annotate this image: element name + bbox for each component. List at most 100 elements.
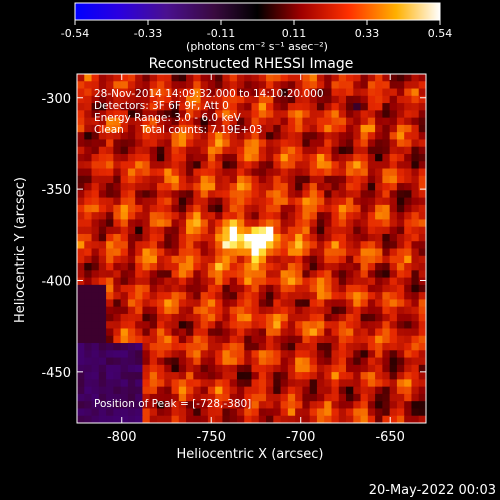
heatmap-cell [316, 197, 325, 206]
heatmap-cell [302, 270, 311, 279]
heatmap-cell [411, 306, 420, 315]
heatmap-cell [280, 364, 289, 373]
heatmap-cell [127, 401, 136, 410]
heatmap-cell [353, 110, 362, 119]
heatmap-cell [178, 306, 187, 315]
heatmap-cell [324, 103, 333, 111]
heatmap-cell [324, 95, 333, 104]
heatmap-cell [287, 248, 296, 257]
heatmap-cell [156, 306, 165, 315]
heatmap-cell [346, 241, 354, 250]
heatmap-cell [186, 386, 194, 395]
heatmap-cell [382, 197, 391, 206]
heatmap-cell [389, 284, 398, 293]
heatmap-cell [295, 212, 303, 221]
heatmap-cell [287, 183, 296, 191]
heatmap-cell [77, 124, 85, 133]
heatmap-cell [98, 313, 107, 322]
heatmap-cell [193, 263, 202, 271]
heatmap-cell [215, 233, 224, 242]
heatmap-cell [229, 357, 238, 366]
heatmap-cell [244, 255, 253, 264]
heatmap-cell [404, 204, 413, 213]
heatmap-cell [106, 183, 114, 191]
heatmap-cell [324, 175, 333, 184]
heatmap-cell [418, 190, 426, 199]
heatmap-cell [193, 146, 202, 155]
heatmap-cell [273, 124, 282, 133]
heatmap-cell [287, 386, 296, 395]
heatmap-cell [418, 74, 426, 82]
heatmap-cell [106, 74, 114, 82]
heatmap-cell [84, 313, 93, 322]
heatmap-cell [164, 379, 173, 388]
heatmap-cell [149, 364, 158, 373]
heatmap-cell [113, 146, 122, 155]
heatmap-cell [106, 103, 114, 111]
heatmap-cell [120, 343, 129, 351]
heatmap-cell [91, 372, 100, 380]
heatmap-cell [236, 299, 245, 308]
heatmap-cell [316, 74, 325, 82]
heatmap-cell [338, 357, 347, 366]
heatmap-cell [236, 124, 245, 133]
heatmap-cell [316, 335, 325, 344]
heatmap-cell [244, 292, 253, 300]
heatmap-cell [280, 219, 289, 228]
heatmap-cell [324, 88, 333, 97]
heatmap-cell [411, 401, 420, 410]
heatmap-cell [164, 139, 173, 148]
heatmap-cell [142, 343, 151, 351]
heatmap-cell [251, 153, 260, 162]
heatmap-cell [113, 357, 122, 366]
heatmap-cell [222, 321, 231, 330]
heatmap-cell [77, 117, 85, 126]
info-time-range: 28-Nov-2014 14:09:32.000 to 14:10:20.000 [94, 88, 324, 100]
heatmap-cell [389, 219, 398, 228]
heatmap-cell [171, 88, 180, 97]
heatmap-cell [142, 415, 151, 423]
heatmap-cell [287, 219, 296, 228]
heatmap-cell [404, 175, 413, 184]
heatmap-cell [84, 401, 93, 410]
heatmap-cell [200, 110, 209, 119]
heatmap-cell [396, 204, 405, 213]
heatmap-cell [120, 386, 129, 395]
heatmap-cell [382, 233, 391, 242]
heatmap-cell [164, 299, 173, 308]
heatmap-cell [127, 343, 136, 351]
heatmap-cell [222, 241, 231, 250]
heatmap-cell [84, 357, 93, 366]
heatmap-cell [91, 313, 100, 322]
heatmap-cell [135, 161, 144, 170]
heatmap-cell [164, 313, 173, 322]
heatmap-cell [266, 372, 274, 380]
heatmap-cell [142, 139, 151, 148]
heatmap-cell [411, 81, 420, 90]
heatmap-cell [287, 168, 296, 177]
heatmap-cell [266, 117, 274, 126]
heatmap-cell [236, 241, 245, 250]
heatmap-cell [331, 139, 340, 148]
heatmap-cell [113, 284, 122, 293]
heatmap-cell [389, 306, 398, 315]
heatmap-cell [418, 379, 426, 388]
heatmap-cell [120, 161, 129, 170]
heatmap-cell [367, 386, 376, 395]
heatmap-cell [222, 190, 231, 199]
heatmap-cell [338, 306, 347, 315]
heatmap-cell [215, 393, 224, 402]
heatmap-cell [229, 153, 238, 162]
heatmap-cell [113, 110, 122, 119]
heatmap-cell [127, 372, 136, 380]
heatmap-cell [273, 161, 282, 170]
heatmap-cell [360, 415, 369, 423]
heatmap-cell [346, 88, 354, 97]
heatmap-cell [106, 379, 114, 388]
heatmap-cell [193, 364, 202, 373]
heatmap-cell [135, 313, 144, 322]
heatmap-cell [120, 146, 129, 155]
heatmap-cell [302, 74, 311, 82]
heatmap-cell [331, 357, 340, 366]
heatmap-cell [346, 233, 354, 242]
